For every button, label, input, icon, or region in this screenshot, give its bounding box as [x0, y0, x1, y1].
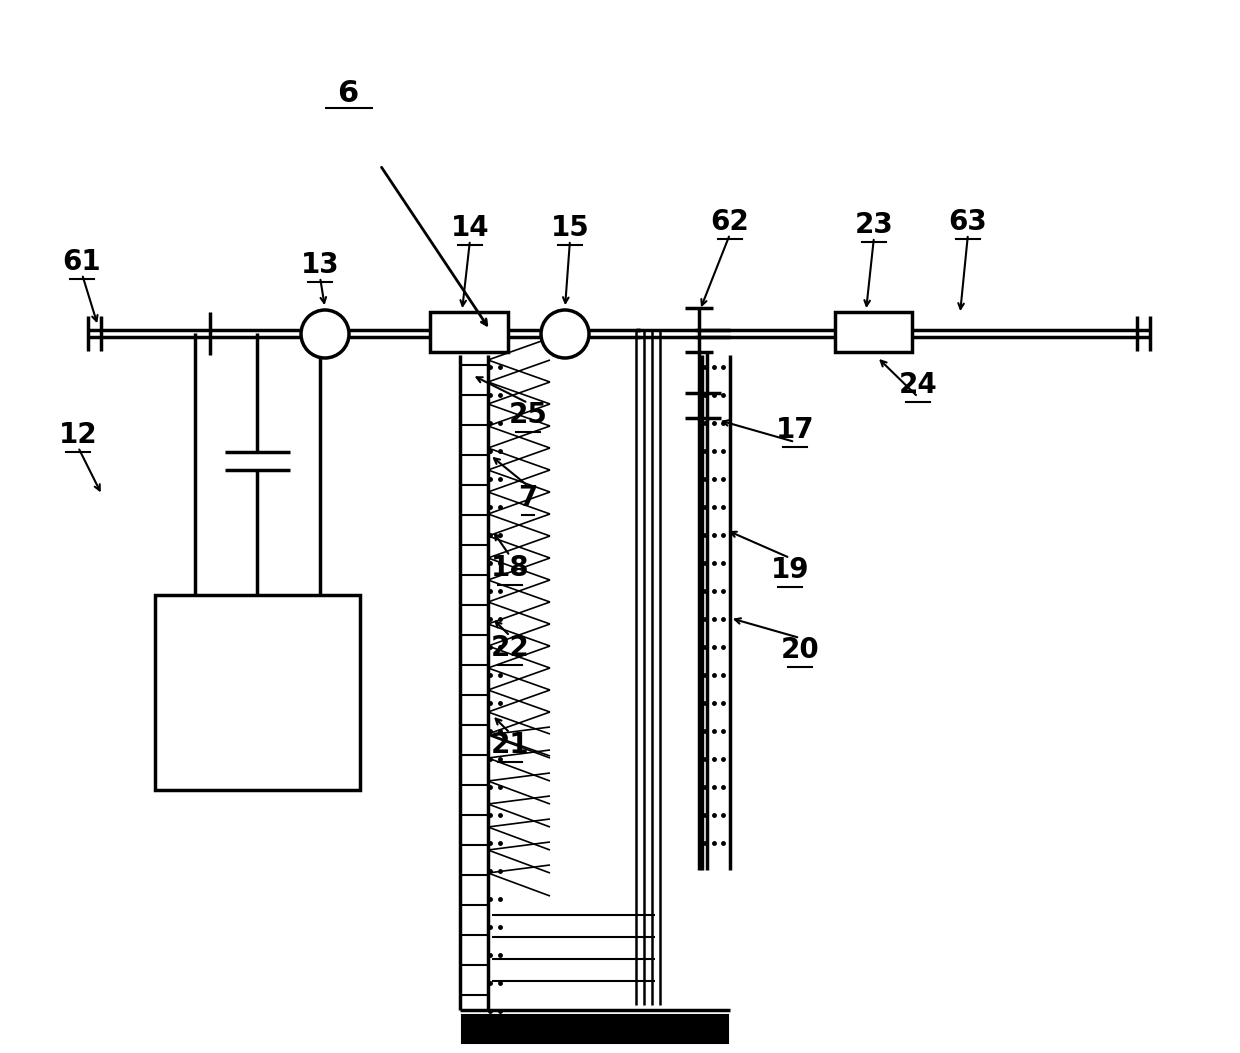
Circle shape [301, 310, 348, 358]
Text: 62: 62 [711, 208, 749, 236]
Text: 61: 61 [63, 249, 102, 276]
Bar [463, 1015, 728, 1044]
Text: 13: 13 [300, 251, 340, 279]
Text: 63: 63 [949, 208, 987, 236]
Text: 6: 6 [337, 79, 358, 107]
Text: 17: 17 [776, 416, 815, 444]
Text: 22: 22 [491, 634, 529, 662]
Text: 12: 12 [58, 421, 97, 449]
Text: 7: 7 [518, 484, 538, 512]
Bar [430, 312, 508, 352]
Text: 19: 19 [771, 556, 810, 584]
Bar [835, 312, 911, 352]
Circle shape [541, 310, 589, 358]
Text: 18: 18 [491, 554, 529, 582]
Text: 15: 15 [551, 214, 589, 242]
Text: 25: 25 [508, 401, 547, 429]
Text: 20: 20 [781, 636, 820, 664]
Bar [155, 595, 360, 790]
Text: 23: 23 [854, 211, 893, 239]
Text: 21: 21 [491, 731, 529, 759]
Text: 24: 24 [899, 371, 937, 399]
Text: 14: 14 [450, 214, 490, 242]
